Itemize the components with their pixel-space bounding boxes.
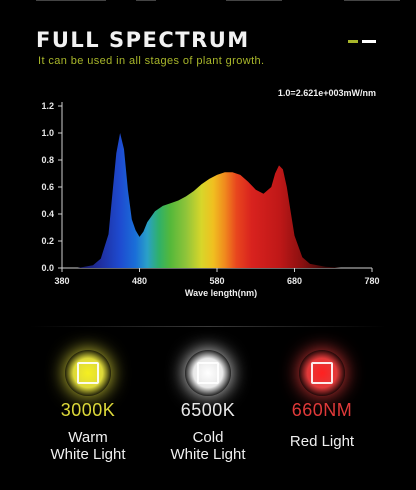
light-label-line: White Light [50, 446, 126, 463]
x-tick-label: 780 [364, 276, 379, 286]
light-label-line: Cold [192, 429, 224, 446]
top-divider-segment [344, 0, 400, 1]
accent-dash [362, 40, 376, 43]
light-value: 3000K [60, 400, 116, 420]
section-divider [30, 326, 386, 327]
accent-dash [348, 40, 358, 43]
light-warm-white: 3000K Warm White Light [28, 350, 148, 463]
page-subtitle: It can be used in all stages of plant gr… [38, 55, 265, 67]
top-divider-segment [136, 0, 156, 1]
light-value: 6500K [180, 400, 236, 420]
top-divider-segment [36, 0, 106, 1]
light-label-line: Red Light [289, 433, 355, 450]
y-tick-label: 1.0 [41, 128, 54, 138]
spectrum-chart: 0.0 0.2 0.4 0.6 0.8 1.0 1.2 380 480 580 680 780 1.0=… [41, 88, 379, 298]
red-led-icon [299, 350, 345, 396]
light-label: Red Light [262, 433, 382, 450]
light-red: 660NM Red Light [262, 350, 382, 450]
light-value: 660NM [291, 400, 353, 420]
y-tick-label: 0.0 [41, 263, 54, 273]
cold-led-icon [185, 350, 231, 396]
top-divider-segment [226, 0, 282, 1]
x-tick-label: 480 [132, 276, 147, 286]
light-label: Warm White Light [28, 429, 148, 463]
light-label-line: White Light [170, 446, 246, 463]
light-label-line: Warm [68, 429, 108, 446]
page-title: FULL SPECTRUM [36, 28, 250, 52]
x-tick-label: 380 [54, 276, 69, 286]
y-tick-label: 0.8 [41, 155, 54, 165]
light-label: Cold White Light [148, 429, 268, 463]
y-tick-label: 0.6 [41, 182, 54, 192]
spectrum-area [62, 133, 372, 268]
warm-led-icon [65, 350, 111, 396]
y-tick-label: 1.2 [41, 101, 54, 111]
y-tick-label: 0.2 [41, 236, 54, 246]
x-axis-label: Wave length(nm) [185, 288, 257, 298]
y-tick-label: 0.4 [41, 209, 54, 219]
x-tick-label: 580 [209, 276, 224, 286]
chart-annotation: 1.0=2.621e+003mW/nm [278, 88, 376, 98]
light-cold-white: 6500K Cold White Light [148, 350, 268, 463]
x-tick-label: 680 [287, 276, 302, 286]
